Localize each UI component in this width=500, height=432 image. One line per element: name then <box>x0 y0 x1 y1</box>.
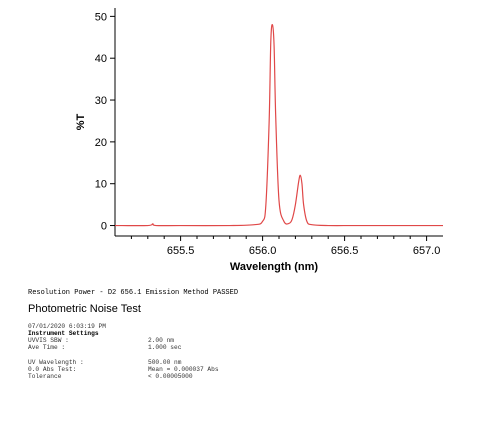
x-tick-label: 655.5 <box>167 245 195 257</box>
x-axis-title: Wavelength (nm) <box>230 261 319 273</box>
abs-test-label: 0.0 Abs Test: <box>28 366 77 373</box>
spectrum-series-line <box>114 23 443 227</box>
uv-wavelength-value: 500.00 nm <box>148 359 182 366</box>
x-tick-label: 656.5 <box>331 245 359 257</box>
x-tick-label: 656.0 <box>249 245 277 257</box>
uv-wavelength-label: UV Wavelength : <box>28 359 84 366</box>
x-tick-label: 657.0 <box>413 245 441 257</box>
y-tick-label: 10 <box>95 179 107 191</box>
uvvis-sbw-label: UVVIS SBW : <box>28 337 69 344</box>
instrument-settings-header: Instrument Settings <box>28 330 99 337</box>
uvvis-sbw-value: 2.00 nm <box>148 337 174 344</box>
abs-test-value: Mean = 0.000037 Abs <box>148 366 219 373</box>
y-tick-label: 20 <box>95 137 107 149</box>
tolerance-label: Tolerance <box>28 373 62 380</box>
plot-area: 0 10 20 30 40 50 655.5 656.0 656.5 657.0 <box>95 8 443 257</box>
y-axis-title: %T <box>75 113 87 130</box>
spectrum-chart: 0 10 20 30 40 50 655.5 656.0 656.5 657.0 %T Wavel… <box>75 8 443 273</box>
y-tick-label: 50 <box>95 11 107 23</box>
status-line: Resolution Power - D2 656.1 Emission Met… <box>28 289 239 297</box>
tolerance-value: < 0.00005000 <box>148 373 193 380</box>
timestamp: 07/01/2020 6:03:19 PM <box>28 323 106 330</box>
ave-time-label: Ave Time : <box>28 344 66 351</box>
ave-time-value: 1.000 sec <box>148 344 182 351</box>
y-tick-label: 30 <box>95 95 107 107</box>
y-tick-label: 40 <box>95 53 107 65</box>
y-tick-label: 0 <box>101 221 107 233</box>
section-title: Photometric Noise Test <box>28 303 141 315</box>
